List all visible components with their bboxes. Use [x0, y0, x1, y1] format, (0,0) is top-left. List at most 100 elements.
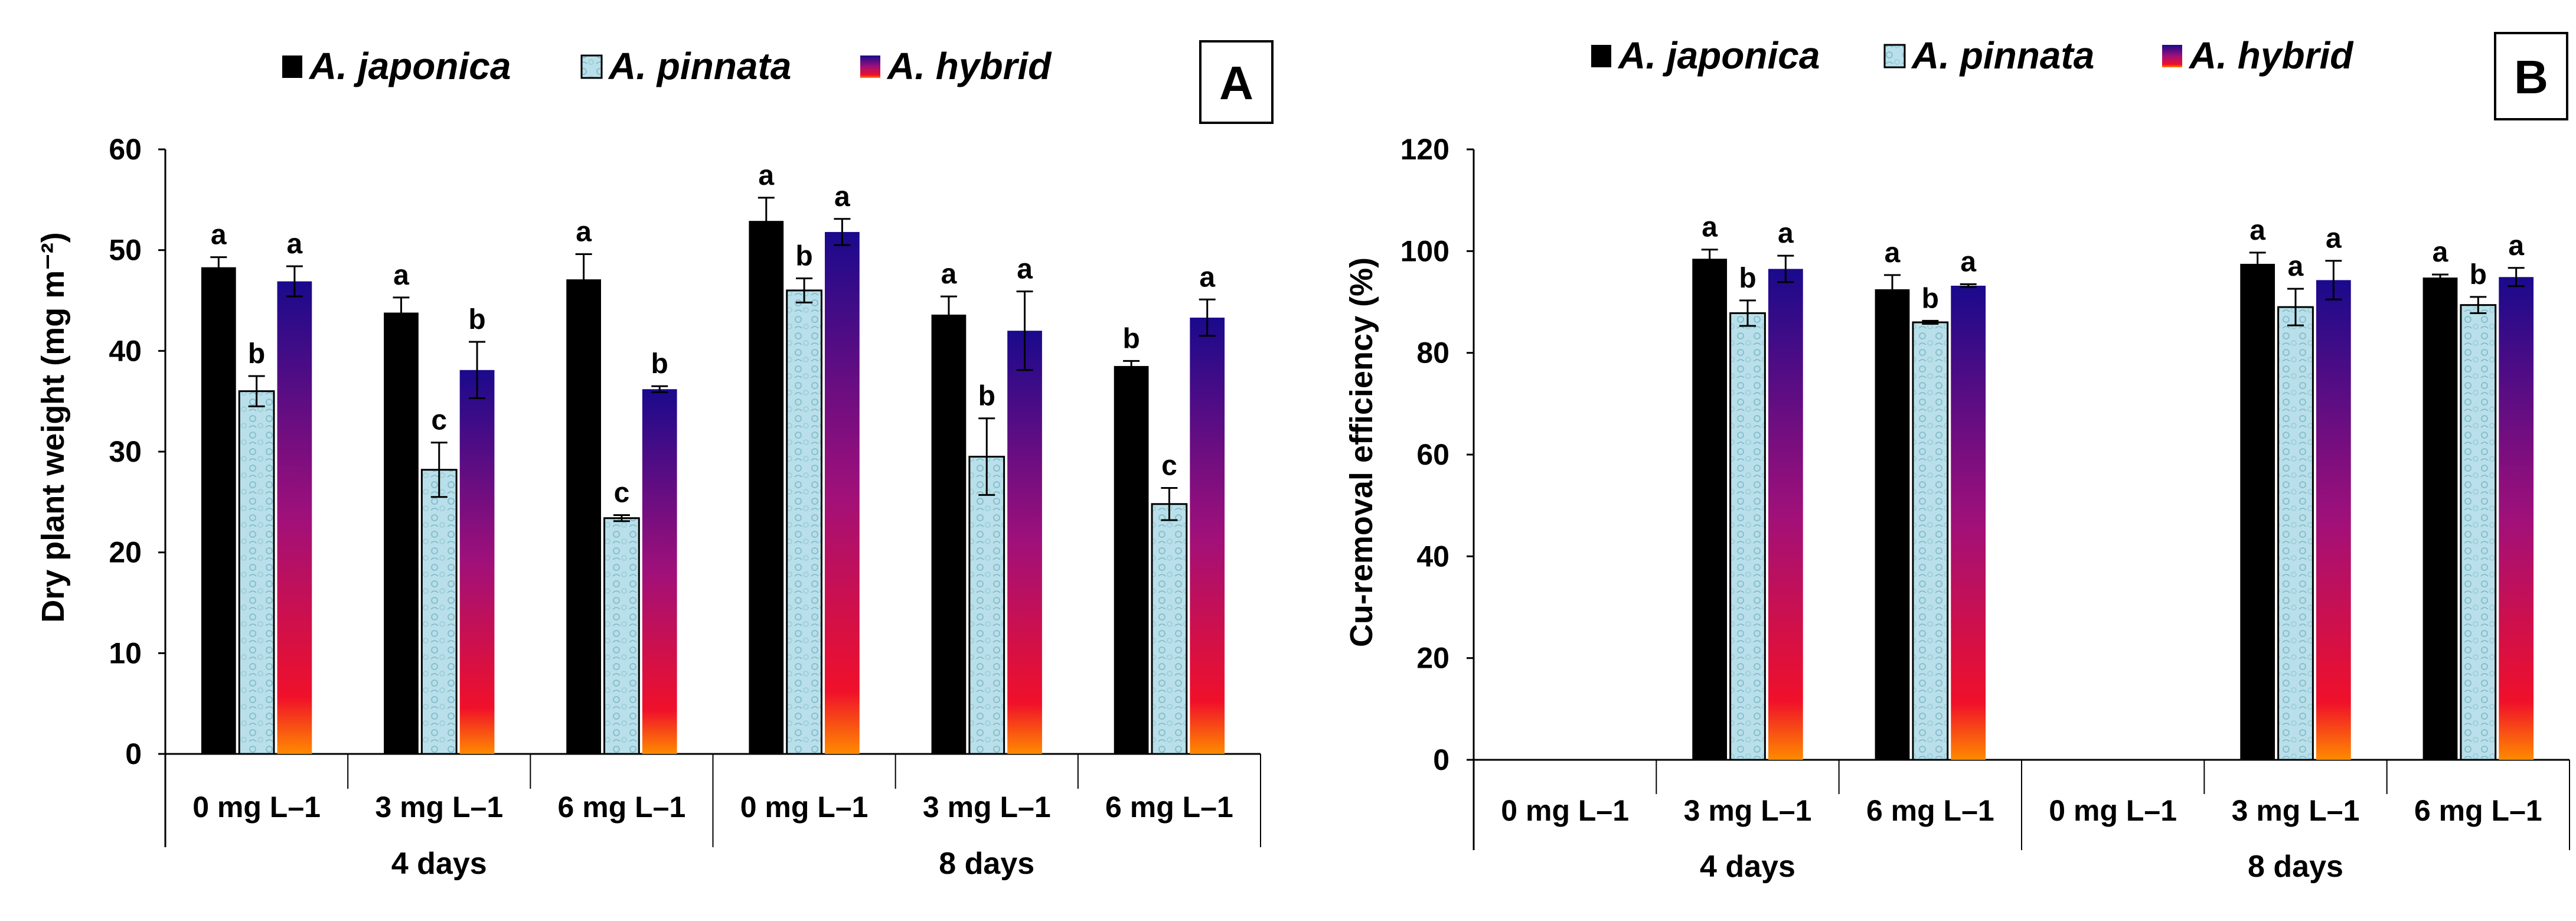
x-category-label-a: 0 mg L–1: [192, 791, 321, 824]
y-tick-label-a: 30: [109, 435, 142, 468]
legend-a: A. japonica A. pinnata A. hybrid: [282, 45, 1052, 87]
x-group-label-a: 4 days: [391, 847, 487, 881]
bar-b-apinnata: [1912, 321, 1949, 761]
bar-a-ahybrid: [1190, 318, 1225, 754]
bar-a-ajaponica: [931, 314, 967, 754]
y-tick-label-a: 60: [109, 133, 142, 166]
x-category-label-b: 3 mg L–1: [2232, 794, 2360, 827]
bar-b-apinnata: [2460, 304, 2497, 761]
significance-letter-a: b: [1122, 323, 1140, 354]
panel-label-b: B: [2514, 51, 2548, 103]
x-category-label-b: 3 mg L–1: [1684, 794, 1812, 827]
x-group-label-a: 8 days: [939, 847, 1034, 881]
bar-b-ahybrid: [1768, 269, 1803, 760]
legend-label-japonica: A. japonica: [308, 45, 511, 87]
legend-label-pinnata-b: A. pinnata: [1911, 34, 2094, 77]
legend-swatch-hybrid: [860, 55, 880, 78]
legend-label-japonica-b: A. japonica: [1617, 34, 1820, 77]
y-tick-label-a: 40: [109, 334, 142, 367]
bar-a-apinnata: [603, 517, 640, 755]
significance-letter-a: a: [941, 259, 957, 290]
significance-letter-b: a: [2326, 223, 2342, 254]
bar-b-apinnata: [2277, 306, 2314, 761]
bar-a-ahybrid: [277, 281, 312, 754]
y-tick-label-b: 120: [1400, 133, 1449, 166]
bar-b-ajaponica: [2422, 277, 2458, 760]
y-tick-label-b: 60: [1416, 438, 1449, 471]
bar-a-apinnata: [968, 456, 1005, 755]
bar-b-apinnata: [1729, 312, 1766, 761]
bar-a-apinnata: [1151, 503, 1188, 755]
y-tick-label-a: 0: [125, 737, 142, 770]
y-tick-label-b: 40: [1416, 540, 1449, 573]
x-category-label-b: 6 mg L–1: [1866, 794, 1994, 827]
legend-swatch-hybrid-b: [2162, 45, 2182, 67]
significance-letter-a: b: [248, 338, 265, 370]
panel-a: A. japonica A. pinnata A. hybrid A Dry p…: [35, 40, 1274, 881]
significance-letter-a: a: [834, 181, 850, 213]
significance-letter-a: b: [651, 348, 668, 380]
panel-label-a: A: [1219, 57, 1253, 109]
x-category-label-a: 3 mg L–1: [375, 791, 503, 824]
significance-letter-a: c: [431, 405, 447, 436]
significance-letter-a: c: [1161, 450, 1177, 481]
bar-a-ajaponica: [384, 312, 419, 754]
legend-label-hybrid: A. hybrid: [886, 45, 1052, 87]
x-category-label-a: 0 mg L–1: [740, 791, 869, 824]
bar-b-ajaponica: [2240, 263, 2275, 760]
legend-swatch-japonica-b: [1591, 45, 1611, 67]
significance-letter-b: a: [1778, 218, 1794, 249]
significance-letter-b: a: [2433, 237, 2448, 268]
significance-letter-b: a: [1885, 237, 1901, 269]
x-category-label-b: 0 mg L–1: [1501, 794, 1629, 827]
panel-label-box-b: [2494, 32, 2568, 120]
significance-letter-a: a: [393, 260, 409, 291]
x-category-label-a: 6 mg L–1: [558, 791, 686, 824]
significance-letter-b: b: [2470, 259, 2487, 290]
significance-letter-a: b: [795, 240, 812, 272]
y-tick-label-b: 100: [1400, 234, 1449, 267]
significance-letter-b: a: [2249, 215, 2265, 246]
bar-a-ajaponica: [566, 279, 601, 754]
bar-a-apinnata: [786, 289, 822, 755]
legend-swatch-pinnata: [580, 54, 603, 79]
bar-a-ajaponica: [1114, 365, 1149, 754]
bar-b-ahybrid: [2316, 280, 2351, 760]
bar-b-ahybrid: [1951, 285, 1986, 760]
y-tick-label-b: 0: [1433, 743, 1449, 776]
x-category-label-a: 3 mg L–1: [923, 791, 1051, 824]
y-tick-label-b: 20: [1416, 642, 1449, 675]
legend-b: A. japonica A. pinnata A. hybrid: [1591, 34, 2354, 77]
bar-b-ajaponica: [1692, 259, 1728, 760]
significance-letter-b: a: [2288, 251, 2304, 282]
significance-letter-a: a: [287, 228, 303, 260]
significance-letter-a: b: [978, 381, 995, 412]
y-tick-label-a: 10: [109, 636, 142, 669]
significance-letter-b: b: [1922, 283, 1939, 314]
x-group-label-b: 8 days: [2248, 850, 2343, 884]
y-tick-label-a: 20: [109, 536, 142, 569]
legend-label-pinnata: A. pinnata: [608, 45, 791, 87]
significance-letter-a: a: [758, 160, 774, 191]
x-category-label-b: 0 mg L–1: [2049, 794, 2177, 827]
y-tick-label-a: 50: [109, 234, 142, 267]
bar-a-ajaponica: [749, 221, 784, 754]
significance-letter-a: a: [211, 220, 227, 251]
bar-a-ajaponica: [201, 267, 236, 754]
bar-b-ahybrid: [2499, 277, 2534, 760]
significance-letter-b: a: [2508, 230, 2524, 262]
significance-letter-b: b: [1739, 263, 1756, 294]
legend-label-hybrid-b: A. hybrid: [2188, 34, 2354, 77]
x-group-label-b: 4 days: [1700, 850, 1795, 884]
panel-b: A. japonica A. pinnata A. hybrid B Cu-re…: [1344, 32, 2570, 884]
significance-letter-a: c: [614, 478, 630, 509]
panel-label-box-a: [1199, 40, 1274, 124]
significance-letter-a: b: [468, 304, 485, 335]
significance-letter-a: a: [1199, 262, 1215, 293]
legend-swatch-pinnata-b: [1883, 44, 1906, 68]
x-category-label-a: 6 mg L–1: [1105, 791, 1233, 824]
significance-letter-b: a: [1960, 246, 1976, 277]
y-axis-title-b: Cu-removal efficiency (%): [1344, 257, 1379, 647]
x-category-label-b: 6 mg L–1: [2414, 794, 2542, 827]
bar-a-ahybrid: [642, 389, 677, 754]
